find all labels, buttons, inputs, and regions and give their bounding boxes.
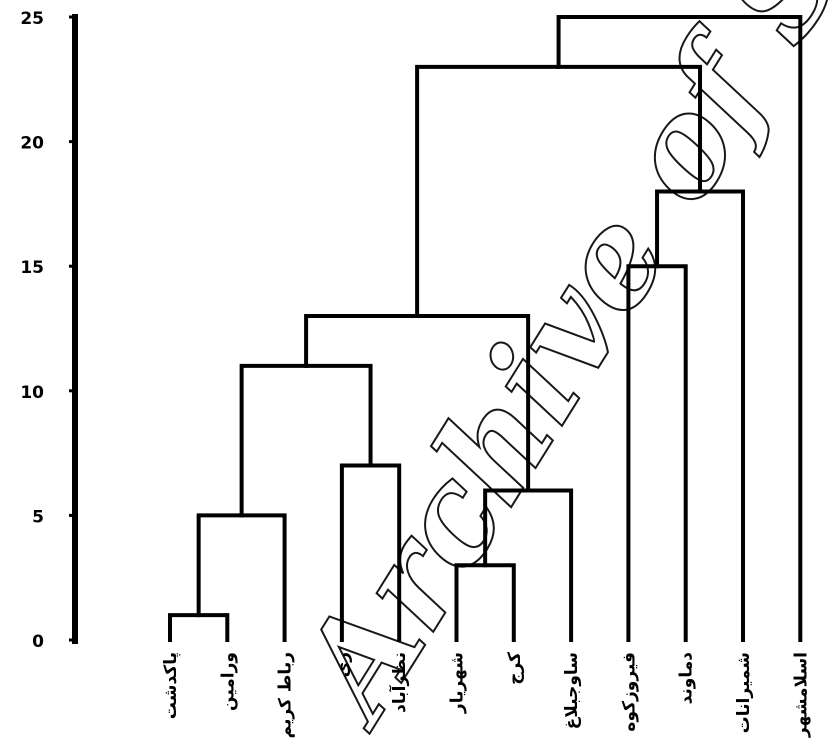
y-tick-label: 5: [32, 507, 44, 527]
leaf-label: ساوجبلاغ: [562, 652, 582, 729]
dendrogram-link: [556, 15, 803, 642]
dendrogram-link: [168, 613, 230, 642]
watermark: Archive of SID: [264, 0, 840, 749]
leaf-labels: پاکدشت ورامین رباط کریم ری نظرآباد شهریار کرج س…: [161, 652, 811, 739]
watermark-text: Archive of SID: [265, 0, 840, 749]
y-tick-label: 0: [32, 632, 44, 652]
dendrogram-link: [239, 363, 373, 518]
leaf-label: فیروزکوه: [619, 652, 639, 732]
leaf-label: ری: [333, 652, 353, 677]
leaf-label: پاکدشت: [161, 652, 181, 719]
leaf-label: شمیرانات: [734, 652, 754, 733]
y-tick-label: 15: [20, 258, 44, 278]
leaf-label: نظرآباد: [388, 652, 410, 713]
leaf-label: شهریار: [448, 652, 468, 714]
y-axis: 0 5 10 15 20 25: [20, 9, 78, 652]
y-tick-label: 20: [20, 134, 44, 154]
leaf-label: اسلامشهر: [791, 652, 811, 738]
dendrogram-link: [196, 513, 287, 642]
leaf-label: کرج: [505, 652, 525, 685]
y-tick-label: 10: [20, 383, 44, 403]
leaf-label: دماوند: [677, 652, 697, 705]
leaf-label: ورامین: [218, 652, 238, 711]
dendrogram-links: [168, 15, 803, 642]
y-tick-label: 25: [20, 9, 44, 29]
leaf-label: رباط کریم: [276, 652, 296, 738]
